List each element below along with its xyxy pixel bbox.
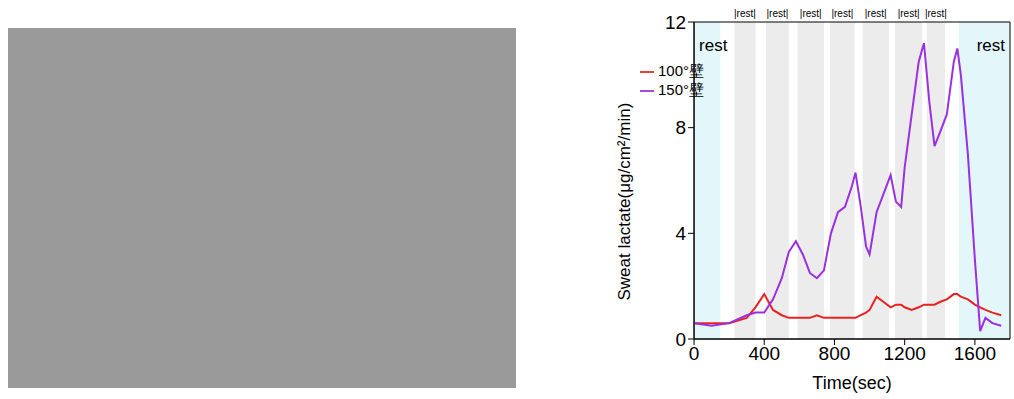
svg-text:1200: 1200 (884, 343, 926, 364)
svg-text:Sweat lactate(μg/cm²/min): Sweat lactate(μg/cm²/min) (615, 103, 634, 301)
svg-text:Time(sec): Time(sec) (812, 373, 891, 393)
svg-text:1600: 1600 (954, 343, 996, 364)
svg-text:|rest|: |rest| (766, 8, 788, 19)
svg-text:|rest|: |rest| (898, 8, 920, 19)
svg-text:rest: rest (699, 36, 728, 55)
svg-text:800: 800 (819, 343, 851, 364)
svg-text:0: 0 (675, 329, 686, 350)
svg-text:rest: rest (977, 36, 1006, 55)
svg-text:400: 400 (748, 343, 780, 364)
html-text:100°壁: 100°壁 (658, 62, 704, 79)
svg-text:|rest|: |rest| (925, 8, 947, 19)
svg-text:|rest|: |rest| (831, 8, 853, 19)
svg-text:12: 12 (665, 12, 686, 33)
svg-text:4: 4 (675, 223, 686, 244)
svg-text:|rest|: |rest| (734, 8, 756, 19)
svg-text:0: 0 (689, 343, 700, 364)
html-text:150°壁: 150°壁 (658, 81, 704, 98)
svg-text:|rest|: |rest| (865, 8, 887, 19)
svg-text:|rest|: |rest| (800, 8, 822, 19)
svg-text:8: 8 (675, 117, 686, 138)
